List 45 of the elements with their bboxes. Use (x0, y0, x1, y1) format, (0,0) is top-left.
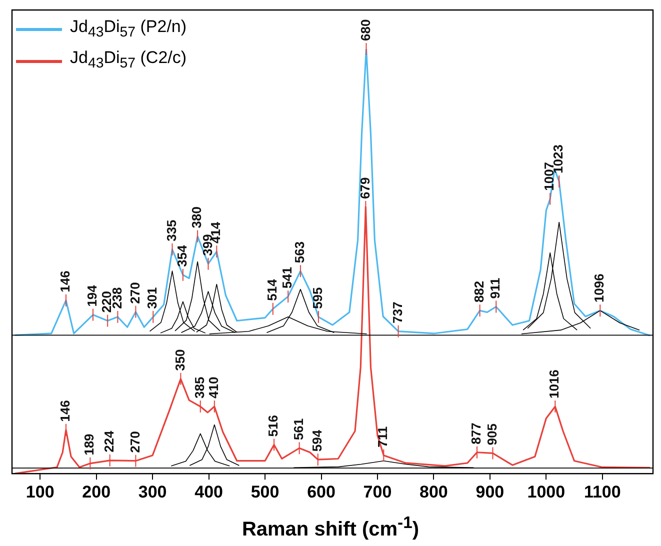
annotation: 354 (174, 244, 190, 267)
x-tick-label: 100 (26, 482, 54, 502)
annotation: 737 (390, 302, 405, 324)
x-tick-label: 200 (82, 482, 111, 502)
annotation: 905 (484, 424, 500, 446)
annotation: 711 (375, 426, 390, 448)
x-tick-label: 500 (250, 482, 280, 502)
x-tick-label: 1000 (527, 482, 566, 502)
annotation: 877 (468, 422, 484, 444)
annotation: 189 (82, 434, 97, 456)
x-tick-label: 700 (363, 482, 392, 502)
annotation: 270 (127, 282, 142, 304)
annotation: 680 (358, 19, 373, 41)
annotation: 563 (292, 241, 308, 264)
annotation: 146 (58, 400, 73, 422)
annotation: 194 (84, 284, 100, 307)
annotation: 350 (172, 349, 188, 371)
x-tick-label: 900 (476, 482, 504, 502)
legend-label: Jd$_{43}$Di$_{57}$ (C2/c) (70, 47, 187, 74)
annotation: 146 (58, 270, 73, 292)
annotation: 516 (266, 415, 281, 437)
annotation: 679 (357, 177, 372, 199)
annotation: 594 (309, 429, 324, 452)
annotation: 335 (164, 220, 179, 242)
annotation: 595 (310, 287, 326, 309)
x-tick-label: 400 (194, 482, 223, 502)
legend-label: Jd$_{43}$Di$_{57}$ (P2/n) (70, 16, 187, 42)
annotation: 882 (471, 280, 486, 303)
annotation: 380 (189, 206, 204, 228)
x-tick-label: 1100 (584, 482, 621, 502)
annotation: 270 (127, 431, 142, 453)
annotation: 385 (192, 376, 207, 399)
x-tick-label: 800 (420, 482, 448, 502)
annotation: 1096 (592, 274, 607, 303)
annotation: 541 (280, 266, 295, 289)
x-axis-title: Raman shift (cm$^{-1}$) (240, 513, 420, 542)
annotation: 410 (206, 376, 221, 399)
annotation: 561 (290, 418, 306, 440)
annotation: 1016 (546, 370, 562, 399)
x-tick-label: 300 (138, 482, 167, 502)
annotation: 911 (488, 278, 503, 299)
annotation: 301 (144, 287, 160, 309)
annotation: 514 (264, 278, 280, 301)
x-tick-label: 600 (307, 482, 336, 502)
annotation: 224 (101, 430, 116, 452)
